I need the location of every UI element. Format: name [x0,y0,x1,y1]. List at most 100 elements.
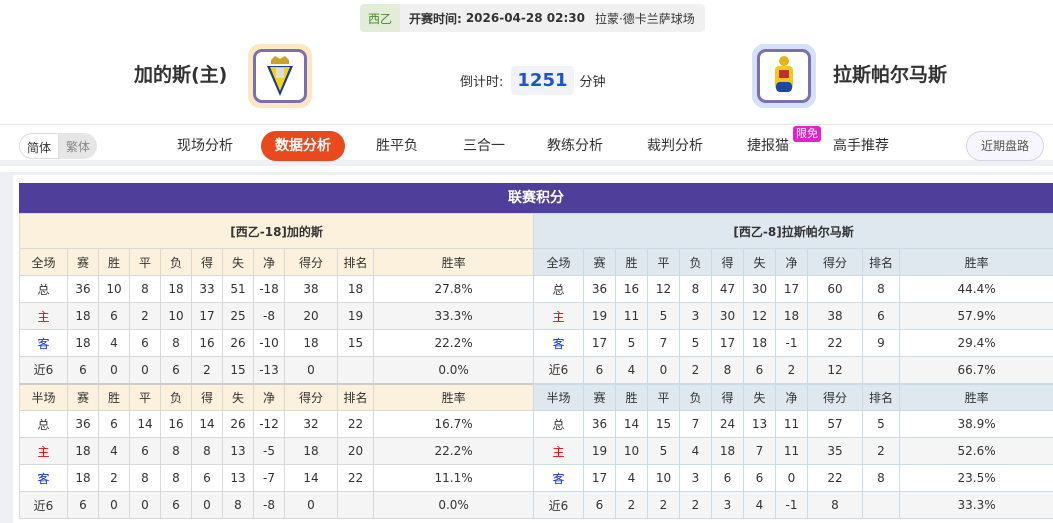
table-cell: 6 [583,491,616,519]
table-cell: 47 [711,275,744,303]
column-header: 得分 [284,248,338,276]
table-cell: 10 [160,302,192,330]
table-row: 近6 6 2 2 2 3 4 -1 8 33.3% [533,491,1053,519]
column-header: 负 [160,382,192,411]
table-cell: 0 [284,491,338,519]
lang-traditional[interactable]: 繁体 [66,140,91,154]
table-cell: 19 [583,437,616,465]
column-header: 排名 [337,248,374,276]
column-header: 失 [222,248,254,276]
tab-live-analysis[interactable]: 现场分析 [177,138,233,154]
table-row: 客 18 4 6 8 16 26 -10 18 15 22.2% [19,329,535,357]
table-cell: 18 [67,329,99,357]
table-cell: 2 [679,491,712,519]
table-cell: 6 [160,356,192,384]
table-cell: 25 [222,302,254,330]
table-cell: 18 [67,437,99,465]
table-cell: 15 [647,410,680,438]
table-cell: 57 [807,410,863,438]
table-cell: 4 [679,437,712,465]
table-cell: 8 [160,329,192,357]
table-cell: 36 [583,410,616,438]
table-cell: 8 [191,437,223,465]
cadiz-crest-icon [267,56,293,96]
table-cell: 6 [67,356,99,384]
table-cell: 36 [583,275,616,303]
table-cell: -8 [253,491,285,519]
column-header: 失 [743,382,776,411]
tab-jiebaomao[interactable]: 捷报猫 [747,138,789,154]
table-row: 总 36 6 14 16 14 26 -12 32 22 16.7% [19,410,535,438]
table-cell: 17 [583,464,616,492]
table-cell: 0 [98,356,130,384]
away-standings-table: [西乙-8]拉斯帕尔马斯 全场赛胜平负得失净得分 排名 胜率总 36 16 12 8 47 30 1… [532,213,1053,519]
table-cell: 10 [98,275,130,303]
table-cell: 8 [679,275,712,303]
table-cell: 8 [160,437,192,465]
table-cell: 14 [191,410,223,438]
table-cell: 2 [129,302,161,330]
column-header: 得分 [284,382,338,411]
table-cell: 6 [98,302,130,330]
tab-referee-analysis[interactable]: 裁判分析 [647,138,703,154]
tab-expert-picks[interactable]: 高手推荐 [833,138,889,154]
table-cell: 18 [160,275,192,303]
table-cell: 13 [222,464,254,492]
column-header: 得分 [807,248,863,276]
table-row: 近6 6 0 0 6 0 8 -8 0 0.0% [19,491,535,519]
column-header: 胜 [615,248,648,276]
countdown-label: 倒计时: [460,75,504,90]
table-cell: 12 [743,302,776,330]
full-header-row: 全场赛胜平负得失净得分 排名 胜率 [533,248,1053,276]
table-cell: 10 [647,464,680,492]
table-cell: 26 [222,410,254,438]
table-cell: 16 [191,329,223,357]
tab-win-draw-lose[interactable]: 胜平负 [376,138,418,154]
table-cell: 4 [98,329,130,357]
table-cell: 60 [807,275,863,303]
table-row: 主 19 10 5 4 18 7 11 35 2 52.6% [533,437,1053,465]
tab-three-in-one[interactable]: 三合一 [463,138,505,154]
away-team-name[interactable]: 拉斯帕尔马斯 [833,64,948,86]
column-header: 平 [129,382,161,411]
table-cell: 17 [711,329,744,357]
away-team-logo[interactable] [752,44,816,108]
language-toggle[interactable]: 简体 繁体 [19,133,98,159]
table-cell: 2 [615,491,648,519]
table-cell: 13 [222,437,254,465]
full-header-row: 全场赛胜平负得失净得分 排名 胜率 [19,248,535,276]
table-cell: 0 [129,356,161,384]
table-row: 客 17 4 10 3 6 6 0 22 8 23.5% [533,464,1053,492]
recent-odds-button[interactable]: 近期盘路 [966,131,1045,161]
table-cell: 6 [98,410,130,438]
table-row: 主 18 6 2 10 17 25 -8 20 19 33.3% [19,302,535,330]
table-cell: 7 [743,437,776,465]
table-cell: 57.9% [898,302,1053,330]
table-cell: 6 [129,437,161,465]
column-header: 负 [679,248,712,276]
column-header: 净 [253,382,285,411]
column-header: 胜率 [372,382,535,411]
table-cell: 16.7% [372,410,535,438]
section-label: 全场 [533,248,584,276]
table-cell: 2 [98,464,130,492]
column-header: 平 [647,248,680,276]
league-label[interactable]: 西乙 [360,4,401,32]
table-cell: 0 [284,356,338,384]
home-team-name[interactable]: 加的斯(主) [134,64,228,86]
table-cell: 2 [647,491,680,519]
half-header-row: 半场赛胜平负得失净得分 排名 胜率 [19,382,535,411]
lang-simplified[interactable]: 简体 [19,133,60,159]
table-cell: 20 [337,437,374,465]
row-label: 客 [533,329,584,357]
table-row: 总 36 16 12 8 47 30 17 60 8 44.4% [533,275,1053,303]
tab-coach-analysis[interactable]: 教练分析 [547,138,603,154]
table-cell: 6 [67,491,99,519]
tab-data-analysis[interactable]: 数据分析 [261,131,345,161]
table-cell: 18 [67,464,99,492]
table-cell: 17 [191,302,223,330]
table-cell: 2 [775,356,808,384]
table-cell: 14 [615,410,648,438]
home-team-logo[interactable] [248,44,312,108]
column-header: 净 [253,248,285,276]
